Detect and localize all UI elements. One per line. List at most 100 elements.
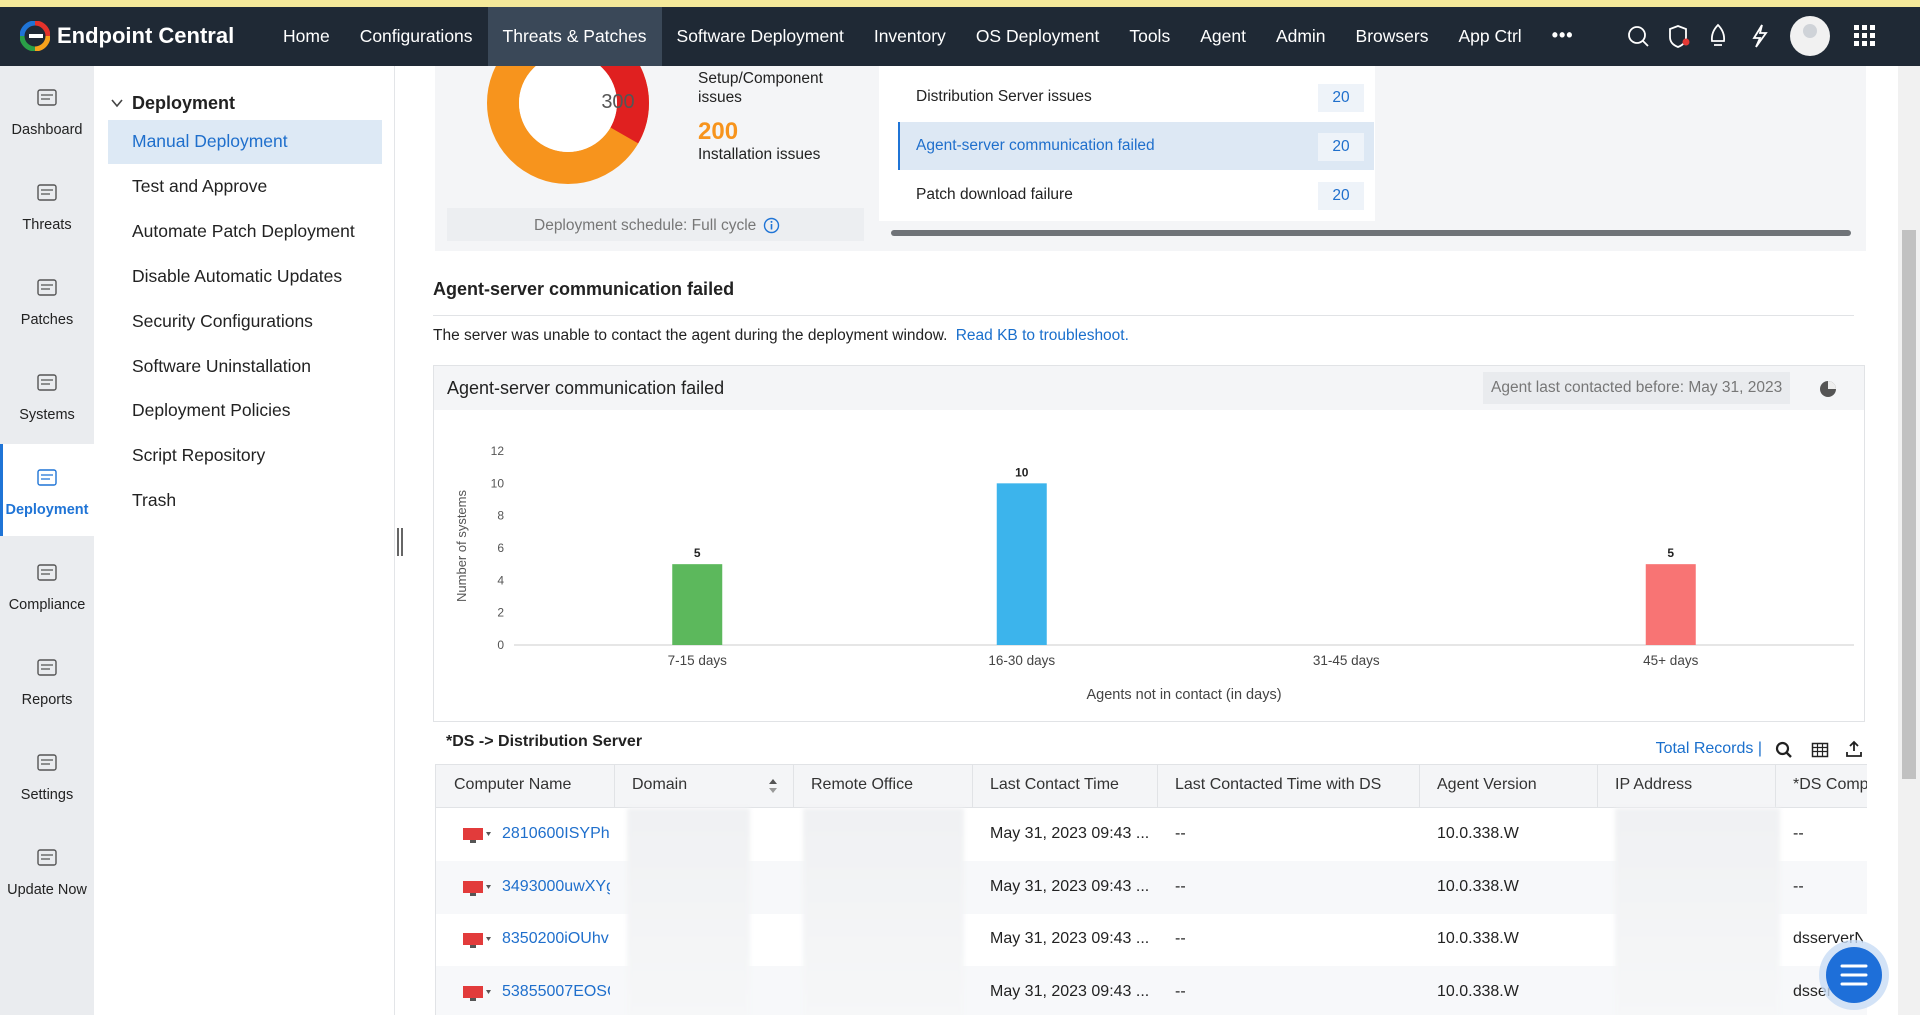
monitor-screen (463, 933, 483, 946)
sidebar-icon[interactable] (36, 657, 58, 679)
help-button-icon[interactable] (1840, 962, 1868, 988)
column-header[interactable]: Last Contact Time (990, 776, 1119, 793)
sidebar-icon[interactable] (36, 182, 58, 204)
icon-detail (41, 284, 53, 290)
sub-sidebar-item[interactable]: Test and Approve (132, 175, 268, 196)
sidebar-label[interactable]: Update Now (7, 882, 87, 898)
column-header[interactable]: IP Address (1615, 776, 1693, 793)
table-cell[interactable]: 3493000uwXYg (502, 877, 610, 895)
icon-frame (37, 564, 57, 581)
resize-handle[interactable] (397, 528, 403, 556)
sub-sidebar-item[interactable]: Automate Patch Deployment (132, 220, 355, 241)
monitor-screen (463, 880, 483, 893)
total-records[interactable]: Total Records | (1655, 740, 1762, 757)
monitor-screen (463, 828, 483, 840)
column-header[interactable]: Remote Office (811, 776, 913, 793)
dropdown-caret (486, 990, 491, 995)
sidebar-label[interactable]: Dashboard (11, 122, 83, 138)
sidebar-icon[interactable] (36, 752, 58, 774)
sidebar-label[interactable]: Compliance (8, 597, 86, 613)
y-axis-title: Number of systems (454, 490, 469, 602)
search-icon[interactable] (1775, 741, 1793, 759)
issue-count[interactable]: 20 (1332, 187, 1350, 204)
chart-type-icon[interactable] (1819, 380, 1837, 398)
table-cell[interactable]: 2810600ISYPh (502, 825, 610, 842)
sidebar-icon[interactable] (36, 277, 58, 299)
monitor-stand (470, 945, 476, 949)
avatar-head (1803, 24, 1817, 38)
apps-grid-cell (1862, 41, 1867, 46)
sidebar-label[interactable]: Deployment (5, 502, 89, 518)
more-menu[interactable]: ••• (1551, 25, 1574, 45)
table-cell[interactable]: 53855007EOSC (502, 983, 610, 1001)
sub-sidebar-item[interactable]: Manual Deployment (132, 131, 288, 151)
table-cell: 10.0.338.W (1437, 825, 1519, 842)
issue-label[interactable]: Agent-server communication failed (916, 137, 1155, 154)
installation-label: Installation issues (698, 146, 821, 163)
sub-sidebar-title: Deployment (132, 93, 236, 113)
icon-detail (41, 189, 53, 195)
sidebar-label[interactable]: Settings (20, 787, 74, 803)
sort-icon[interactable] (768, 777, 778, 795)
sidebar-label[interactable]: Reports (21, 692, 73, 708)
sidebar-label[interactable]: Patches (20, 312, 74, 328)
search-icon-handle (1642, 40, 1649, 47)
column-header[interactable]: Last Contacted Time with DS (1175, 776, 1382, 793)
sidebar-icon[interactable] (36, 87, 58, 109)
schedule-box (447, 208, 864, 241)
menu-item[interactable]: Tools (1129, 26, 1171, 46)
table-cell[interactable]: 8350200iOUhv (502, 930, 609, 948)
menu-item[interactable]: Inventory (873, 26, 946, 46)
icon-frame (37, 659, 57, 676)
description-text: The server was unable to contact the age… (433, 327, 948, 344)
column-header[interactable]: Computer Name (454, 776, 572, 793)
menu-item[interactable]: Configurations (359, 26, 473, 46)
bar-value-label: 5 (694, 546, 701, 560)
table-cell: -- (1175, 983, 1186, 1001)
sidebar-icon[interactable] (36, 372, 58, 394)
issue-count[interactable]: 20 (1332, 138, 1350, 155)
brand-name[interactable]: Endpoint Central (57, 23, 235, 48)
menu-item[interactable]: Home (283, 26, 330, 46)
page-scrollbar-thumb[interactable] (1902, 230, 1916, 779)
computer-icon (463, 828, 491, 843)
columns-icon[interactable] (1811, 741, 1829, 759)
icon-frame (37, 849, 57, 866)
apps-grid-cell (1854, 25, 1859, 30)
menu-item[interactable]: Agent (1200, 26, 1246, 46)
menu-item[interactable]: App Ctrl (1458, 26, 1522, 46)
sidebar-label[interactable]: Systems (19, 407, 75, 423)
export-icon[interactable] (1845, 740, 1863, 758)
column-header[interactable]: Agent Version (1437, 776, 1537, 793)
menu-item[interactable]: Admin (1275, 26, 1326, 46)
menu-item[interactable]: Browsers (1355, 26, 1429, 46)
redacted-cell (1615, 808, 1780, 1015)
column-header[interactable]: Domain (632, 776, 688, 793)
sidebar-label[interactable]: Threats (22, 217, 72, 233)
column-divider (1597, 764, 1598, 808)
issue-label[interactable]: Patch download failure (916, 186, 1073, 203)
column-header[interactable]: *DS Comp (1793, 776, 1867, 793)
horizontal-scrollbar[interactable] (891, 230, 1851, 236)
icon-frame (37, 754, 57, 771)
sub-sidebar-item[interactable]: Security Configurations (132, 310, 313, 331)
sub-sidebar-item[interactable]: Deployment Policies (132, 400, 291, 421)
column-divider (793, 764, 794, 808)
issue-count[interactable]: 20 (1332, 89, 1350, 106)
bar (672, 564, 723, 645)
issue-label[interactable]: Distribution Server issues (916, 88, 1092, 105)
sub-sidebar-item[interactable]: Software Uninstallation (132, 355, 311, 376)
menu-item[interactable]: OS Deployment (975, 26, 1100, 46)
menu-item[interactable]: Threats & Patches (487, 7, 662, 66)
kb-link[interactable]: Read KB to troubleshoot. (955, 327, 1129, 344)
sidebar-icon[interactable] (36, 847, 58, 869)
sub-sidebar-item[interactable]: Disable Automatic Updates (132, 265, 343, 286)
sidebar-icon[interactable] (36, 467, 58, 489)
menu-item[interactable]: Software Deployment (676, 26, 844, 46)
dropdown-caret (486, 937, 491, 942)
info-icon[interactable] (763, 217, 780, 234)
sub-sidebar-item[interactable]: Script Repository (132, 445, 266, 466)
sub-sidebar-item[interactable]: Trash (132, 490, 177, 511)
sidebar-icon[interactable] (36, 562, 58, 584)
redacted-cell (803, 808, 964, 1015)
